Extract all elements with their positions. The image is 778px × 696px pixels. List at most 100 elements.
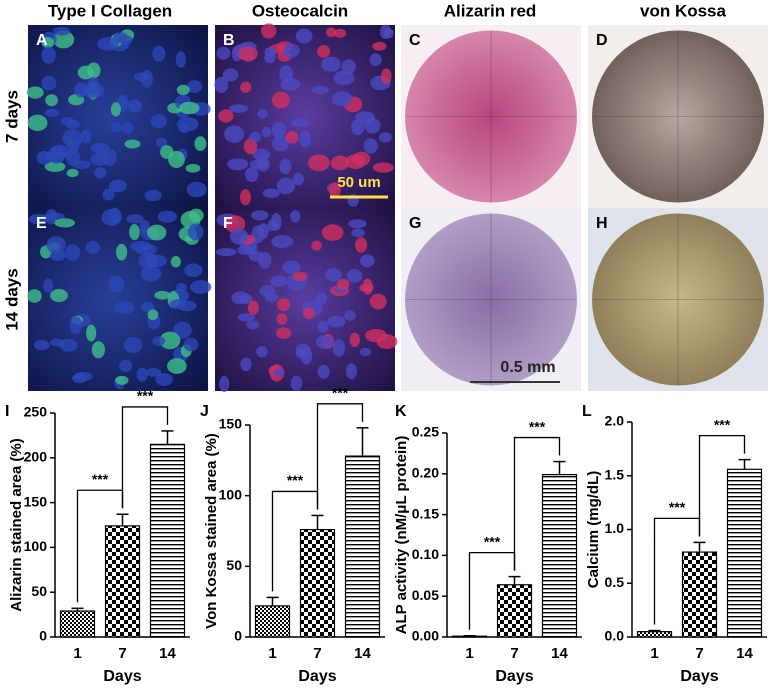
cell [355,111,375,123]
cell [238,46,258,61]
bar [151,444,185,637]
cell [344,310,356,321]
scale-bar-label: 50 um [337,174,380,191]
bar [301,530,335,637]
cell [290,210,300,222]
y-axis-label: ALP activity (nM/μL protein) [393,436,410,635]
y-tick-label: 0.5 [605,574,625,590]
cell [332,91,352,106]
cell [311,86,329,95]
cell [279,65,293,82]
significance-label: *** [529,418,546,434]
cell [272,92,290,109]
cell [92,341,105,358]
cell [259,285,275,296]
significance-label: *** [92,471,109,487]
cell [117,35,133,45]
y-tick-label: 200 [24,449,48,465]
cell [261,23,276,38]
cell [115,376,128,385]
cell [355,237,367,253]
cell [28,115,48,131]
y-tick-label: 0 [39,628,47,644]
cell [331,156,350,171]
cell [111,102,121,116]
cell [258,252,271,269]
cell [66,149,80,166]
error-bar [554,462,566,475]
cell [317,45,330,58]
cell [277,298,290,311]
y-tick-label: 100 [24,538,48,554]
cell [256,346,268,358]
column-title: von Kossa [640,1,727,20]
panel-letter: I [5,403,9,420]
x-tick-label: 7 [510,645,518,662]
cell [34,340,50,350]
cell [318,365,330,379]
y-tick-label: 0.10 [412,546,439,562]
cell [246,320,259,329]
cell [363,138,377,153]
cell [299,131,311,148]
cell [326,27,336,37]
cell [333,71,354,85]
cell [108,275,124,292]
cell [119,359,132,372]
cell [291,376,303,391]
cell [240,357,251,371]
cell [152,46,165,62]
cell [86,241,100,254]
cell [325,268,341,282]
x-tick-label: 7 [118,645,126,662]
cell [109,207,121,223]
error-bar [267,597,279,605]
x-tick-label: 7 [313,645,321,662]
cell [263,189,280,198]
cell [279,158,291,174]
error-bar [509,577,521,585]
bar [106,526,140,637]
x-tick-label: 1 [650,645,658,662]
cell [349,333,359,347]
cell [65,244,80,261]
cell [276,313,287,324]
cell [78,66,94,80]
cell [321,57,340,72]
cell [264,52,276,63]
cell [67,169,79,177]
cell [129,224,140,240]
y-axis-label: Calcium (mg/dL) [585,471,602,589]
cell [141,266,162,281]
y-axis-label: Alizarin stained area (%) [8,438,25,611]
x-axis-label: Days [680,668,718,685]
cell [245,167,259,182]
cell [333,339,345,357]
cell [240,82,251,93]
x-tick-label: 1 [268,645,276,662]
bar [543,475,577,637]
cell [249,132,260,143]
cell [60,339,78,352]
cell [48,146,65,164]
cell [82,82,104,98]
cell [151,114,167,128]
cell [184,264,202,278]
cell [272,122,286,139]
cell [114,301,135,314]
cell [27,289,41,303]
bar [256,606,290,637]
scale-bar-label: 0.5 mm [500,359,555,376]
cell [185,164,200,173]
y-tick-label: 0.0 [605,628,625,644]
column-title: Type I Collagen [48,1,172,20]
bar [683,552,717,637]
x-tick-label: 14 [551,645,568,662]
cell [216,248,237,256]
cell [194,136,206,151]
cell [359,284,374,292]
cell [45,94,58,106]
x-tick-label: 14 [736,645,753,662]
cell [258,223,269,239]
